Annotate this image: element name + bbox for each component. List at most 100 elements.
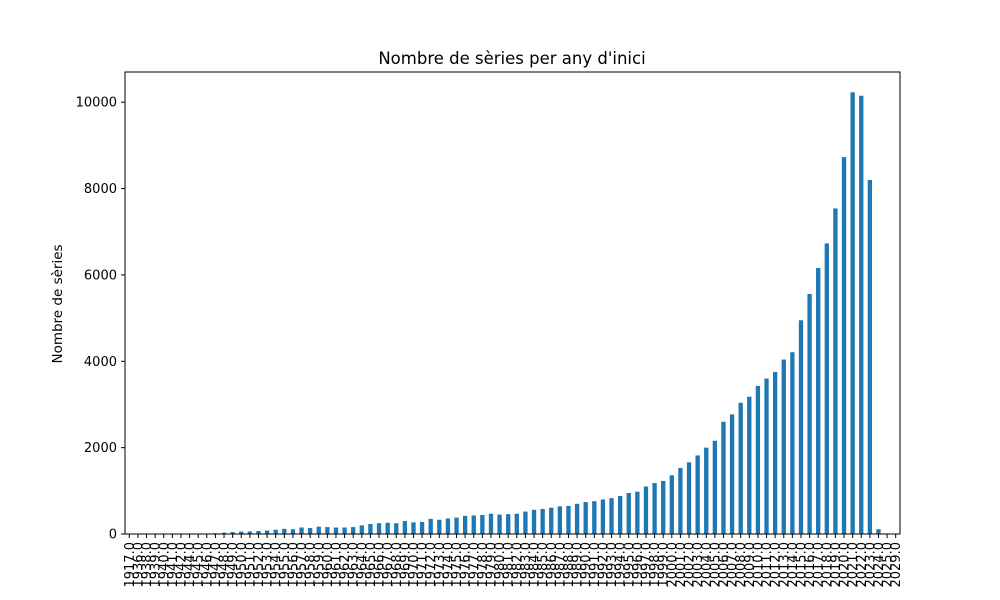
bar-2014.0 — [790, 352, 795, 534]
x-tick-label: 1997.0 — [639, 542, 654, 588]
y-tick-label: 10000 — [76, 96, 117, 111]
x-tick-label: 1936.0 — [131, 542, 146, 588]
y-tick-label: 2000 — [84, 441, 117, 456]
x-tick-label: 1979.0 — [484, 542, 499, 588]
bars-group — [127, 92, 898, 534]
bar-2006.0 — [721, 421, 726, 534]
bar-2011.0 — [764, 378, 769, 534]
bar-2013.0 — [781, 359, 786, 534]
bar-1983.0 — [523, 511, 528, 534]
bar-1965.0 — [368, 524, 373, 534]
x-tick-label: 1966.0 — [373, 542, 388, 588]
bar-2018.0 — [824, 243, 829, 534]
bar-2001.0 — [678, 467, 683, 534]
bar-1959.0 — [316, 526, 321, 534]
bar-1952.0 — [256, 530, 261, 534]
x-tick-label: 1965.0 — [364, 542, 379, 588]
bar-1956.0 — [290, 529, 296, 534]
x-tick-label: 2011.0 — [760, 542, 775, 588]
bar-1985.0 — [540, 508, 545, 534]
bar-1962.0 — [342, 527, 347, 534]
x-tick-label: 2016.0 — [803, 542, 818, 588]
x-tick-label: 1968.0 — [390, 542, 405, 588]
x-tick-label: 1989.0 — [571, 542, 586, 588]
x-tick-label: 1991.0 — [588, 542, 603, 588]
bar-1995.0 — [626, 492, 631, 534]
bar-1966.0 — [376, 523, 382, 534]
y-axis-ticks: 0 2000 4000 6000 8000 10000 — [76, 96, 125, 543]
bar-1967.0 — [385, 522, 390, 534]
x-tick-label: 2024.0 — [872, 542, 887, 588]
x-tick-label: 1984.0 — [528, 542, 543, 588]
x-tick-label: 1975.0 — [450, 542, 465, 588]
bar-1981.0 — [506, 514, 511, 534]
x-axis-ticks: 1917.01936.01938.01939.01940.01941.01942… — [123, 534, 904, 588]
x-tick-label: 1946.0 — [200, 542, 215, 588]
x-tick-label: 1987.0 — [553, 542, 568, 588]
bar-2007.0 — [729, 414, 735, 534]
bar-1980.0 — [497, 514, 502, 534]
bar-1997.0 — [643, 486, 649, 534]
x-tick-label: 1993.0 — [605, 542, 620, 588]
x-tick-label: 2023.0 — [863, 542, 878, 588]
bar-1972.0 — [428, 518, 433, 534]
x-tick-label: 1996.0 — [631, 542, 646, 588]
bar-2008.0 — [738, 402, 743, 534]
bar-2022.0 — [859, 95, 864, 534]
bar-1998.0 — [652, 483, 657, 534]
x-tick-label: 1939.0 — [149, 542, 164, 588]
bar-1994.0 — [617, 496, 623, 534]
bar-1949.0 — [230, 532, 235, 534]
x-tick-label: 1941.0 — [166, 542, 181, 588]
x-tick-label: 1977.0 — [467, 542, 482, 588]
x-tick-label: 1963.0 — [347, 542, 362, 588]
x-tick-label: 1955.0 — [278, 542, 293, 588]
x-tick-label: 1983.0 — [519, 542, 534, 588]
x-tick-label: 1917.0 — [123, 542, 138, 588]
x-tick-label: 1950.0 — [235, 542, 250, 588]
x-tick-label: 1952.0 — [252, 542, 267, 588]
x-tick-label: 1959.0 — [312, 542, 327, 588]
x-tick-label: 1964.0 — [355, 542, 370, 588]
bar-1992.0 — [600, 499, 606, 534]
y-tick-label: 4000 — [84, 355, 117, 370]
x-tick-label: 2013.0 — [777, 542, 792, 588]
x-tick-label: 2021.0 — [846, 542, 861, 588]
x-tick-label: 1956.0 — [286, 542, 301, 588]
bar-1996.0 — [635, 491, 640, 534]
x-tick-label: 2002.0 — [683, 542, 698, 588]
x-tick-label: 1995.0 — [622, 542, 637, 588]
x-tick-label: 1994.0 — [614, 542, 629, 588]
bar-1989.0 — [574, 503, 580, 534]
bar-1969.0 — [402, 521, 408, 534]
bar-1975.0 — [454, 517, 459, 534]
bar-1948.0 — [221, 532, 227, 534]
bar-2020.0 — [841, 157, 847, 534]
bar-2004.0 — [704, 447, 709, 534]
bar-1964.0 — [359, 525, 364, 534]
bar-1982.0 — [514, 513, 519, 534]
bar-1950.0 — [239, 531, 244, 534]
bar-2016.0 — [807, 293, 812, 534]
x-tick-label: 1967.0 — [381, 542, 396, 588]
x-tick-label: 2029.0 — [889, 542, 904, 588]
bar-2015.0 — [798, 320, 804, 534]
y-axis-label: Nombre de sèries — [50, 244, 66, 363]
x-tick-label: 2004.0 — [700, 542, 715, 588]
x-tick-label: 1953.0 — [261, 542, 276, 588]
x-tick-label: 1999.0 — [657, 542, 672, 588]
bar-2002.0 — [686, 462, 692, 534]
x-tick-label: 1962.0 — [338, 542, 353, 588]
x-tick-label: 2018.0 — [820, 542, 835, 588]
x-tick-label: 2017.0 — [812, 542, 827, 588]
bar-2003.0 — [695, 455, 700, 534]
x-tick-label: 2015.0 — [794, 542, 809, 588]
x-tick-label: 1969.0 — [398, 542, 413, 588]
bar-2012.0 — [772, 372, 778, 534]
x-tick-label: 2020.0 — [838, 542, 853, 588]
x-tick-label: 2001.0 — [674, 542, 689, 588]
bar-2021.0 — [850, 92, 855, 534]
x-tick-label: 2006.0 — [717, 542, 732, 588]
bar-2010.0 — [755, 385, 761, 534]
x-tick-label: 2022.0 — [855, 542, 870, 588]
